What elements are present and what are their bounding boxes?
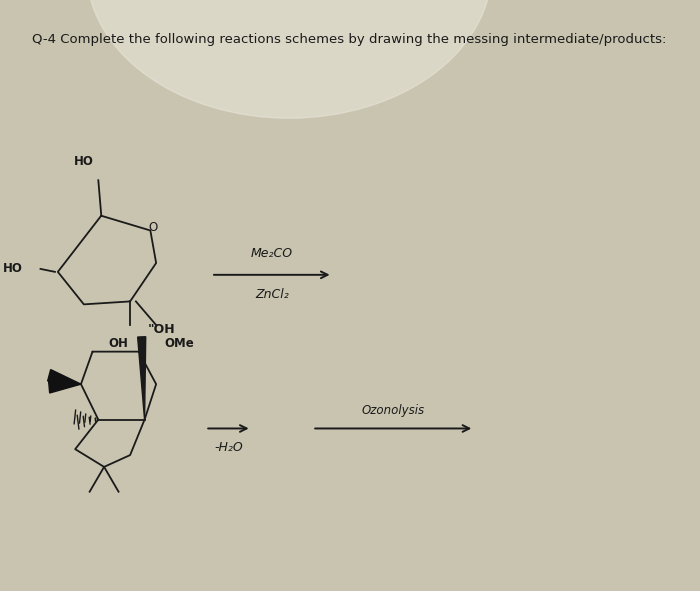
- Text: ZnCl₂: ZnCl₂: [255, 288, 288, 301]
- Text: HO: HO: [4, 262, 23, 275]
- Text: HO: HO: [74, 155, 94, 168]
- Text: Ozonolysis: Ozonolysis: [362, 404, 425, 417]
- Polygon shape: [48, 369, 81, 384]
- Text: OMe: OMe: [164, 337, 195, 350]
- Text: Me₂CO: Me₂CO: [251, 247, 293, 260]
- Polygon shape: [48, 381, 81, 393]
- Text: "OH: "OH: [148, 323, 176, 336]
- Text: -H₂O: -H₂O: [214, 441, 243, 454]
- Polygon shape: [138, 337, 146, 420]
- Text: O: O: [148, 221, 158, 234]
- Text: OH: OH: [108, 337, 129, 350]
- Text: Q-4 Complete the following reactions schemes by drawing the messing intermediate: Q-4 Complete the following reactions sch…: [32, 33, 666, 46]
- Ellipse shape: [87, 0, 491, 118]
